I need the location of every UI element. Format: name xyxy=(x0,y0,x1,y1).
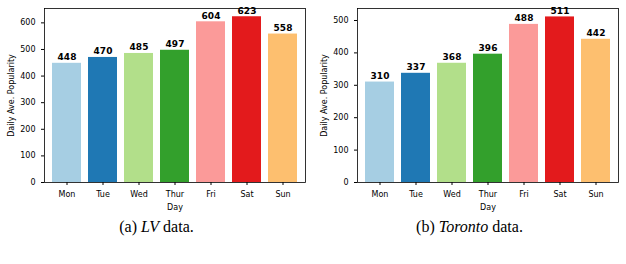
svg-text:200: 200 xyxy=(333,113,348,122)
svg-text:497: 497 xyxy=(166,39,185,49)
svg-text:442: 442 xyxy=(587,28,606,38)
svg-text:558: 558 xyxy=(274,23,293,33)
svg-text:Day: Day xyxy=(480,203,496,212)
svg-text:400: 400 xyxy=(20,72,35,81)
svg-text:300: 300 xyxy=(333,81,348,90)
svg-text:Thur: Thur xyxy=(165,190,185,199)
svg-text:100: 100 xyxy=(333,146,348,155)
svg-text:Fri: Fri xyxy=(206,190,216,199)
svg-text:Wed: Wed xyxy=(130,190,147,199)
svg-text:500: 500 xyxy=(20,45,35,54)
svg-text:Mon: Mon xyxy=(372,190,389,199)
html-text:(a) LV data.: (a) LV data. xyxy=(119,218,194,235)
html-text:(b) Toronto data.: (b) Toronto data. xyxy=(416,218,523,235)
svg-text:0: 0 xyxy=(343,178,348,187)
svg-text:Fri: Fri xyxy=(519,190,529,199)
svg-text:396: 396 xyxy=(479,43,498,53)
svg-text:310: 310 xyxy=(371,71,390,81)
svg-text:Day: Day xyxy=(167,203,183,212)
svg-text:300: 300 xyxy=(20,98,35,107)
svg-text:488: 488 xyxy=(515,13,534,23)
svg-text:Tue: Tue xyxy=(95,190,110,199)
svg-text:511: 511 xyxy=(551,6,570,16)
svg-text:Sun: Sun xyxy=(588,190,603,199)
svg-text:0: 0 xyxy=(30,178,35,187)
svg-text:Daily Ave. Popularity: Daily Ave. Popularity xyxy=(7,54,16,137)
svg-text:400: 400 xyxy=(333,48,348,57)
svg-text:Mon: Mon xyxy=(59,190,76,199)
svg-text:500: 500 xyxy=(333,16,348,25)
svg-text:200: 200 xyxy=(20,125,35,134)
svg-text:Sun: Sun xyxy=(275,190,290,199)
svg-text:Sat: Sat xyxy=(240,190,253,199)
svg-text:Tue: Tue xyxy=(408,190,423,199)
svg-text:337: 337 xyxy=(407,62,426,72)
svg-text:Thur: Thur xyxy=(478,190,498,199)
svg-text:623: 623 xyxy=(238,6,257,16)
svg-text:Sat: Sat xyxy=(553,190,566,199)
svg-text:600: 600 xyxy=(20,18,35,27)
svg-text:100: 100 xyxy=(20,151,35,160)
svg-text:Daily Ave. Popularity: Daily Ave. Popularity xyxy=(320,54,329,137)
svg-text:368: 368 xyxy=(443,52,462,62)
svg-text:448: 448 xyxy=(58,52,77,62)
svg-text:Wed: Wed xyxy=(443,190,460,199)
svg-text:470: 470 xyxy=(94,46,113,56)
svg-text:604: 604 xyxy=(202,11,221,21)
svg-text:485: 485 xyxy=(130,42,149,52)
